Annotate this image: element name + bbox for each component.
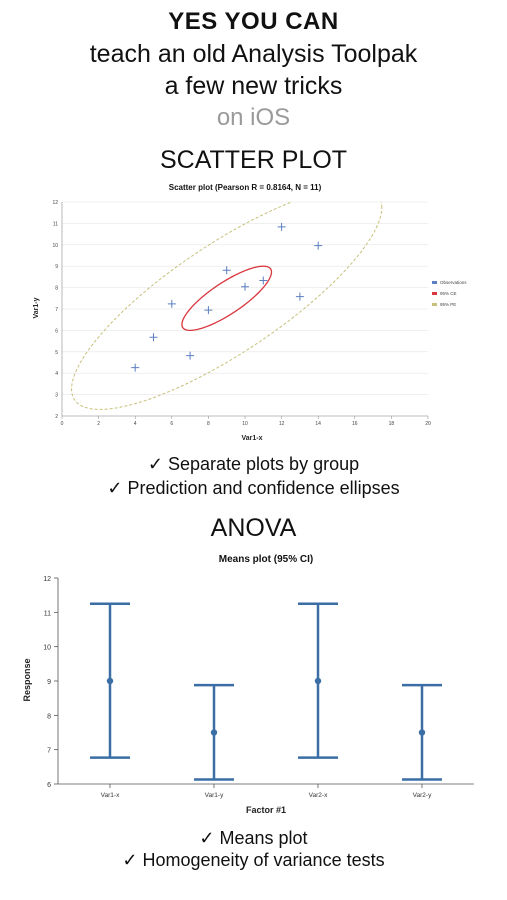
scatter-legend: Observations 95% CE 95% PE [432,280,467,307]
means-y-tick-label: 11 [44,610,51,617]
scatter-y-tick-label: 11 [53,221,58,227]
scatter-x-tick-label: 18 [389,421,395,427]
means-x-axis-label: Factor #1 [246,805,286,815]
scatter-x-tick-label: 20 [425,421,431,427]
scatter-point [259,276,268,285]
platform-label: on iOS [216,104,291,131]
means-y-axis-label: Response [22,658,32,701]
means-y-tick-label: 9 [47,679,51,686]
scatter-chart: Scatter plot (Pearson R = 0.8164, N = 11… [33,183,467,442]
confidence-ellipse [181,265,273,332]
scatter-feature-2: ✓ Prediction and confidence ellipses [107,478,400,498]
scatter-x-tick-label: 10 [242,421,248,427]
scatter-y-tick-label: 6 [55,328,58,334]
scatter-point [149,333,158,342]
scatter-points [131,222,323,372]
anova-feature-2: ✓ Homogeneity of variance tests [122,850,385,870]
scatter-x-tick-label: 2 [97,421,100,427]
anova-section-heading: ANOVA [210,514,297,542]
scatter-y-tick-label: 2 [55,414,58,420]
legend-swatch [432,303,437,306]
scatter-ellipses [71,202,383,410]
means-x-tick-label: Var1-x [101,792,120,799]
scatter-section-heading: SCATTER PLOT [159,146,348,174]
scatter-x-tick-label: 4 [134,421,137,427]
scatter-feature-1: ✓ Separate plots by group [147,454,360,474]
legend-item: 95% PE [440,302,456,307]
means-point [210,729,218,736]
means-y-tick-label: 10 [43,645,51,652]
subtitle-line-1: teach an old Analysis Toolpak [89,40,418,68]
scatter-point [314,241,323,250]
anova-feature-1: ✓ Means plot [199,828,308,848]
means-point [314,677,322,685]
means-point [418,729,426,736]
means-y-tick-label: 12 [43,576,51,583]
scatter-x-tick-label: 12 [279,421,285,427]
scatter-y-tick-label: 10 [52,243,58,249]
means-errorbars [90,602,442,781]
scatter-point [295,292,304,301]
means-chart: Means plot (95% CI) 6 7 8 9 10 11 12 Var1-x Var1… [22,554,474,815]
means-axes: 6 7 8 9 10 11 12 Var1-x Var1-y Var2-x Var2-y [43,576,474,799]
means-title: Means plot (95% CI) [219,554,313,565]
scatter-point [277,222,286,231]
legend-item: Observations [440,280,467,285]
scatter-y-tick-label: 3 [55,393,58,399]
scatter-x-tick-label: 8 [207,421,210,427]
scatter-x-tick-label: 6 [170,421,173,427]
scatter-y-tick-label: 5 [55,350,58,356]
means-x-tick-label: Var2-y [413,792,432,799]
scatter-x-axis-label: Var1-x [241,435,262,442]
scatter-y-tick-label: 9 [55,264,58,270]
means-x-tick-label: Var2-x [309,792,328,799]
scatter-y-tick-label: 8 [55,286,58,292]
scatter-point [131,363,140,372]
scatter-y-axis-label: Var1-y [33,297,40,318]
scatter-x-tick-label: 14 [315,421,321,427]
means-point [106,677,114,685]
means-x-tick-label: Var1-y [205,792,224,799]
scatter-point [204,306,213,315]
legend-swatch [432,281,437,284]
legend-swatch [432,292,437,295]
scatter-x-tick-label: 0 [61,421,64,427]
means-y-tick-label: 6 [47,782,51,789]
scatter-point [222,266,231,275]
means-y-tick-label: 7 [47,748,51,755]
subtitle-line-2: a few new tricks [164,72,343,100]
scatter-y-tick-label: 4 [55,371,58,377]
prediction-ellipse [71,202,383,410]
scatter-title: Scatter plot (Pearson R = 0.8164, N = 11… [169,183,322,192]
legend-item: 95% CE [440,291,457,296]
scatter-point [241,282,249,291]
scatter-y-tick-label: 12 [52,200,58,206]
page-title: YES YOU CAN [168,8,339,35]
scatter-y-tick-label: 7 [55,307,58,313]
scatter-point [167,299,176,308]
scatter-gridlines [62,201,428,417]
scatter-x-tick-label: 16 [352,421,358,427]
means-y-tick-label: 8 [47,713,51,720]
scatter-point [186,351,195,360]
